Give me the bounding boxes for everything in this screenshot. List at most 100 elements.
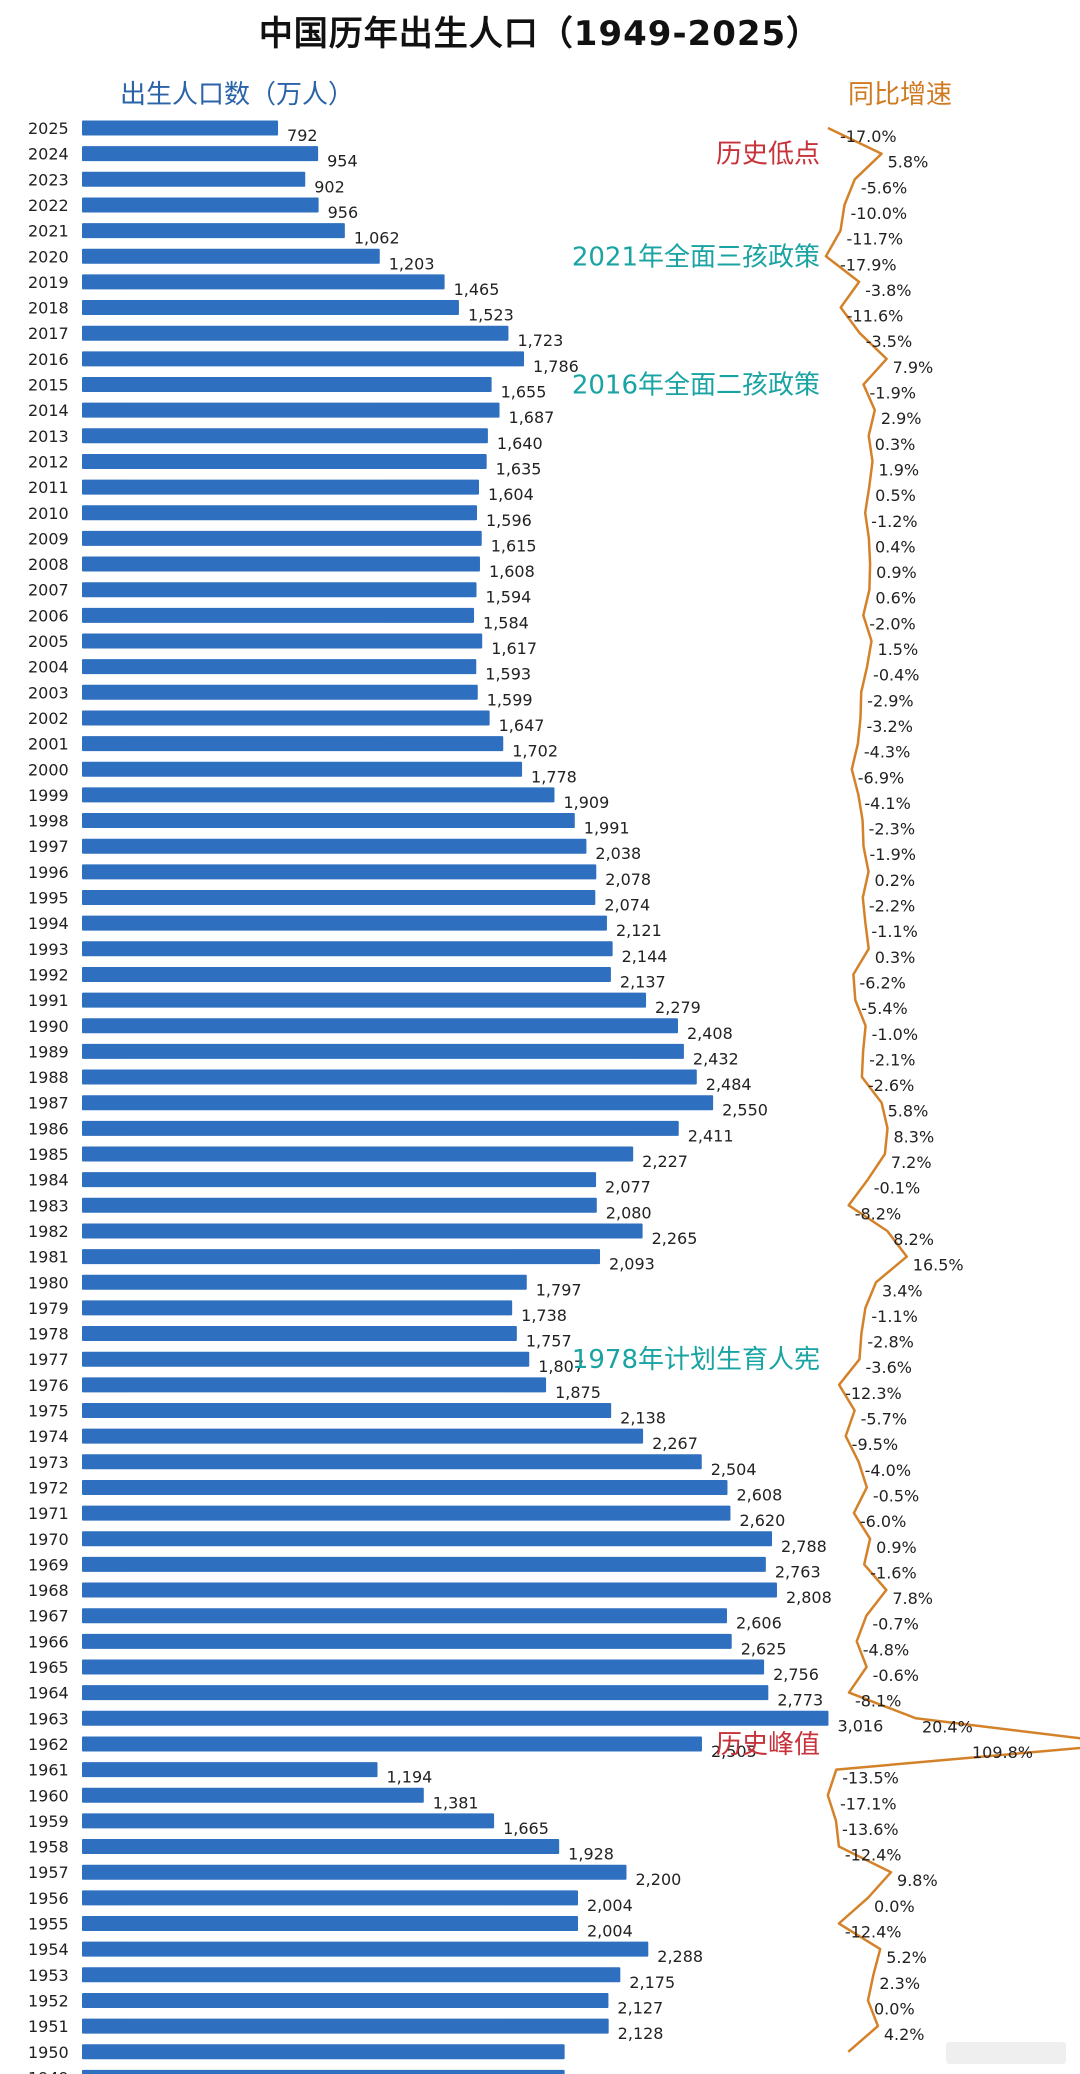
growth-label: -17.0% [840, 127, 897, 146]
bar [82, 1685, 769, 1701]
growth-label: -2.6% [868, 1076, 914, 1095]
growth-label: 8.3% [894, 1127, 935, 1146]
growth-label: 7.2% [891, 1153, 932, 1172]
value-label: 2,620 [739, 1511, 785, 1530]
growth-label: 0.9% [876, 1538, 917, 1557]
growth-label: -11.6% [847, 307, 904, 326]
bar [82, 479, 479, 495]
bar [82, 915, 607, 931]
year-label: 2022 [28, 196, 69, 215]
bar [82, 1479, 728, 1495]
growth-label: -1.2% [871, 512, 917, 531]
growth-label: 0.0% [874, 1999, 915, 2018]
year-label: 1995 [28, 889, 69, 908]
bar [82, 787, 555, 803]
year-label: 2006 [28, 606, 69, 625]
growth-label: 5.8% [888, 1102, 929, 1121]
year-label: 1988 [28, 1068, 69, 1087]
year-label: 1985 [28, 1145, 69, 1164]
bar [82, 377, 492, 392]
year-label: 2003 [28, 683, 69, 702]
year-label: 1977 [28, 1350, 69, 1369]
bar [82, 1146, 634, 1162]
growth-label: -5.4% [861, 999, 907, 1018]
bar [82, 223, 345, 239]
bar [82, 1095, 714, 1111]
bar [82, 325, 509, 341]
year-label: 2000 [28, 760, 69, 779]
value-label: 2,773 [777, 1691, 823, 1710]
value-label: 2,093 [609, 1255, 655, 1274]
growth-label: -0.5% [873, 1486, 919, 1505]
year-label: 2005 [28, 632, 69, 651]
year-label: 1998 [28, 812, 69, 831]
growth-label: -2.3% [869, 820, 915, 839]
growth-label: -2.1% [869, 1050, 915, 1069]
value-label: 2,128 [618, 2024, 664, 2043]
year-label: 2017 [28, 324, 69, 343]
bar [82, 761, 523, 777]
value-label: 2,004 [587, 1922, 633, 1941]
growth-label: -4.0% [865, 1461, 911, 1480]
annotation-label: 2021年全面三孩政策 [572, 242, 820, 272]
bar [82, 1120, 679, 1136]
watermark [946, 2042, 1066, 2064]
value-label: 1,584 [483, 613, 529, 632]
bar [82, 351, 525, 367]
bar [82, 1608, 727, 1624]
growth-label: -2.2% [869, 897, 915, 916]
bar [82, 1428, 644, 1444]
value-label: 2,265 [652, 1229, 698, 1248]
year-label: 1968 [28, 1581, 69, 1600]
bar [82, 505, 478, 521]
bar [82, 120, 279, 136]
value-label: 2,138 [620, 1409, 666, 1428]
bar [82, 736, 504, 752]
bar [82, 1582, 777, 1598]
bar [82, 402, 500, 418]
growth-label: -1.9% [870, 384, 916, 403]
value-label: 1,523 [468, 306, 514, 325]
growth-label: -5.7% [861, 1410, 907, 1429]
growth-label: -12.4% [845, 1846, 902, 1865]
bar [82, 274, 445, 290]
value-label: 2,077 [605, 1178, 651, 1197]
value-label: 1,203 [389, 254, 435, 273]
value-label: 1,604 [488, 485, 534, 504]
growth-label: -1.6% [870, 1563, 916, 1582]
growth-label: -8.1% [855, 1692, 901, 1711]
growth-label: -1.9% [870, 845, 916, 864]
bar [82, 1787, 424, 1803]
bar [82, 582, 477, 598]
bar [82, 1223, 643, 1239]
growth-label: 2.3% [879, 1974, 920, 1993]
year-label: 1973 [28, 1453, 69, 1472]
year-label: 2018 [28, 299, 69, 318]
bar [82, 1813, 495, 1829]
value-label: 1,702 [512, 742, 558, 761]
growth-label: -0.6% [873, 1666, 919, 1685]
value-label: 2,227 [642, 1152, 688, 1171]
bar [82, 2069, 565, 2074]
bar [82, 1069, 697, 1085]
bar [82, 890, 596, 905]
value-label: 2,432 [693, 1049, 739, 1068]
growth-label: -3.2% [866, 717, 912, 736]
value-label: 1,909 [563, 793, 609, 812]
bar [82, 2044, 565, 2060]
value-label: 1,665 [503, 1819, 549, 1838]
value-label: 1,928 [568, 1845, 614, 1864]
value-label: 2,175 [629, 1973, 675, 1992]
growth-label: -3.6% [866, 1358, 912, 1377]
bar [82, 1633, 732, 1649]
year-label: 1992 [28, 965, 69, 984]
bar [82, 1762, 378, 1778]
value-label: 1,608 [489, 562, 535, 581]
bar [82, 838, 587, 854]
growth-label: 20.4% [922, 1717, 973, 1736]
growth-label: 0.2% [874, 871, 915, 890]
value-label: 1,599 [487, 690, 533, 709]
bar [82, 1197, 597, 1213]
growth-label: 0.5% [875, 486, 916, 505]
